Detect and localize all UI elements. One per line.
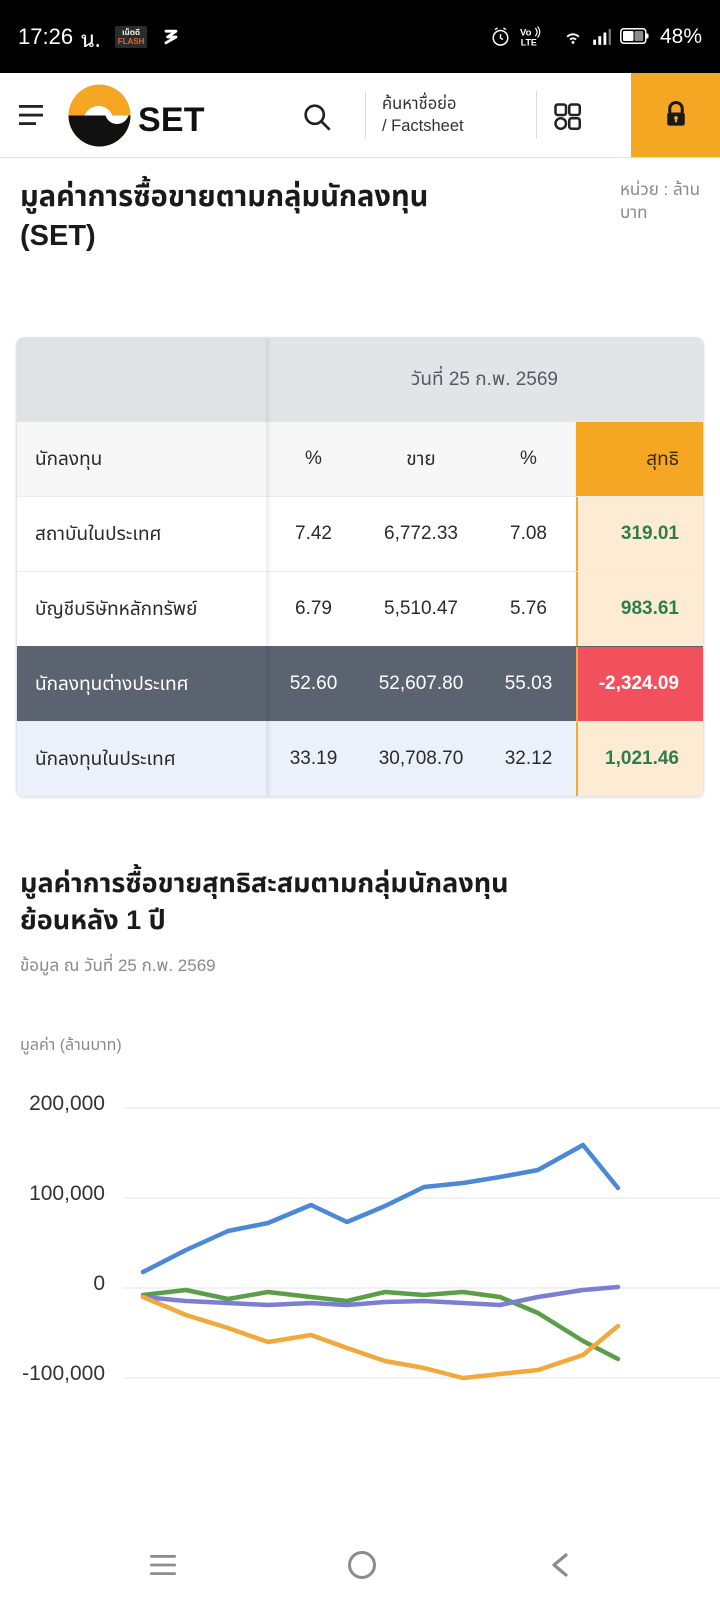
svg-text:LTE: LTE: [521, 37, 537, 47]
